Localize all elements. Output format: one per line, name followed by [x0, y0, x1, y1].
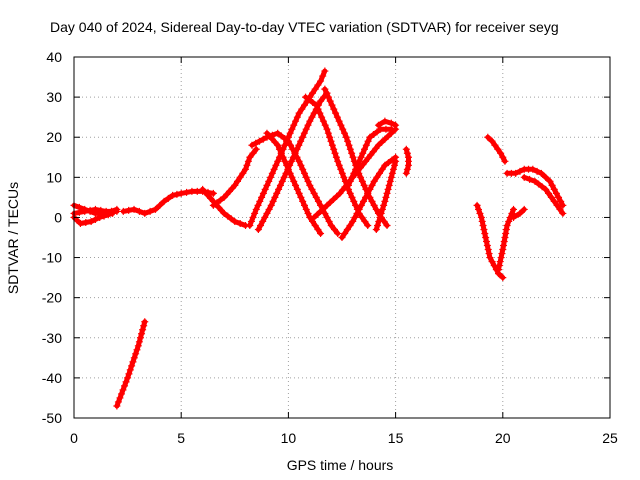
y-axis-label: SDTVAR / TECUs	[5, 182, 21, 294]
plus-markers	[374, 117, 400, 129]
y-tick-label: 40	[46, 49, 62, 65]
plus-markers	[344, 125, 395, 189]
plus-markers	[495, 205, 518, 274]
series-night-a	[503, 165, 567, 209]
plus-markers	[248, 129, 342, 237]
y-tick-label: -30	[42, 330, 62, 346]
y-tick-label: 0	[54, 209, 62, 225]
y-tick-label: -20	[42, 290, 62, 306]
plus-markers	[402, 145, 412, 177]
series-band	[247, 68, 328, 228]
plus-markers	[510, 205, 528, 221]
y-tick-label: -10	[42, 250, 62, 266]
y-tick-label: 30	[46, 89, 62, 105]
series-wave-k	[344, 125, 395, 189]
chart-title: Day 040 of 2024, Sidereal Day-to-day VTE…	[50, 19, 559, 35]
axes: 0 5 10 15 20 25 -50 -40 -30 -20 -10 0 10 20 30 40	[42, 49, 618, 446]
x-tick-label: 20	[495, 430, 511, 446]
series-early-band-d	[119, 187, 217, 217]
y-tick-label: -40	[42, 370, 62, 386]
series-band	[311, 126, 399, 220]
series-wave-j	[338, 153, 400, 241]
data-marks	[70, 67, 567, 410]
x-axis-label: GPS time / hours	[287, 457, 394, 473]
series-early-band-c	[70, 209, 117, 227]
series-wave-c	[246, 67, 329, 229]
plus-markers	[503, 165, 567, 209]
plus-markers	[520, 173, 567, 217]
plus-markers	[113, 318, 149, 410]
y-tick-label: 10	[46, 169, 62, 185]
y-tick-label: 20	[46, 129, 62, 145]
x-tick-label: 0	[70, 430, 78, 446]
x-tick-label: 10	[281, 430, 297, 446]
plus-markers	[484, 133, 509, 165]
series-wave-b	[199, 185, 250, 229]
plot-frame	[73, 56, 611, 419]
series-evening-block	[484, 133, 509, 165]
series-night-c	[510, 205, 528, 221]
series-night-b	[520, 173, 567, 217]
series-band	[120, 188, 216, 216]
series-late-block-a	[374, 117, 400, 129]
series-band	[339, 154, 399, 240]
plus-markers	[199, 185, 250, 229]
x-tick-label: 25	[602, 430, 618, 446]
series-steep-negative	[113, 318, 149, 410]
y-tick-label: -50	[42, 410, 62, 426]
series-band	[375, 118, 399, 128]
plus-markers	[263, 129, 325, 237]
plus-markers	[338, 153, 400, 241]
plus-markers	[372, 157, 400, 233]
series-late-block-b	[402, 145, 412, 177]
x-tick-label: 5	[177, 430, 185, 446]
x-tick-label: 15	[388, 430, 404, 446]
series-wave-l	[372, 157, 400, 233]
series-wave-f	[263, 129, 325, 237]
